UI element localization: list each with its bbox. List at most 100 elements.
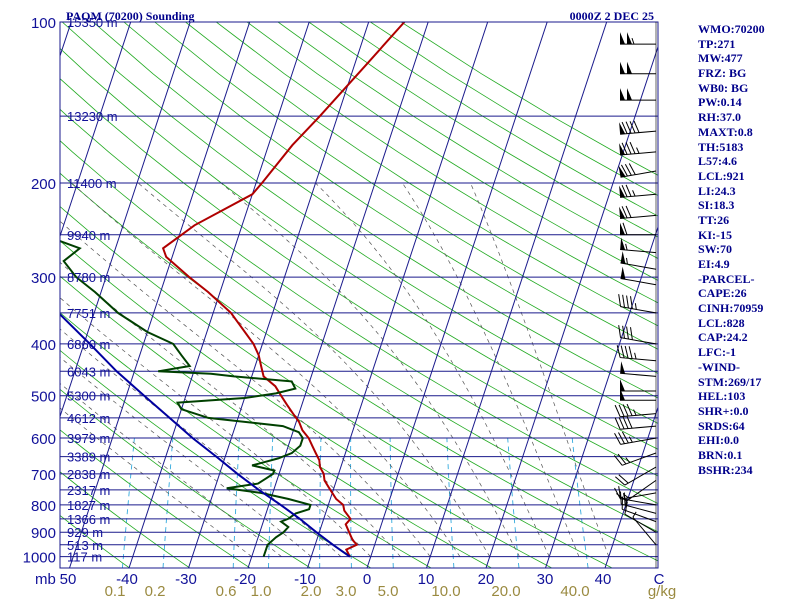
- barb-flag: [626, 416, 633, 429]
- temperature-tick-label: -30: [175, 571, 197, 588]
- barb-flag: [624, 501, 628, 515]
- profile-lines: [60, 22, 406, 558]
- barb-flag: [617, 453, 627, 465]
- wind-barb: [620, 32, 656, 45]
- barb-flag: [626, 326, 629, 340]
- mixing-ratio-label: 40.0: [560, 583, 589, 600]
- dewpoint-line: [60, 240, 312, 558]
- mixing-ratio-label: 1.0: [251, 583, 272, 600]
- dry-adiabat-line: [60, 471, 191, 568]
- index-item: BRN:0.1: [698, 447, 743, 462]
- barb-flag: [633, 120, 640, 133]
- barb-staff: [620, 248, 657, 254]
- index-item: STM:269/17: [698, 374, 762, 389]
- barb-staff: [620, 262, 657, 270]
- temperature-tick-label: 30: [537, 571, 554, 588]
- barb-pennant: [627, 61, 632, 74]
- isobars: [60, 21, 658, 558]
- isotherm-line: [60, 22, 191, 419]
- isotherm-line: [545, 225, 658, 568]
- index-item: -PARCEL-: [698, 271, 755, 286]
- barb-half-flag: [632, 511, 637, 518]
- height-label: 5300 m: [67, 389, 110, 404]
- barb-flag: [624, 345, 629, 359]
- wind-barb: [616, 345, 657, 362]
- dry-adiabat-line: [246, 22, 658, 281]
- isotherm-line: [60, 22, 132, 238]
- barb-pennant: [619, 185, 626, 198]
- barb-flag: [625, 121, 632, 134]
- height-label: 6860 m: [67, 337, 110, 352]
- barb-flag: [630, 327, 633, 340]
- moist-adiabat-line: [402, 182, 580, 557]
- wind-barb: [620, 388, 656, 401]
- isotherm-line: [69, 22, 251, 568]
- mixing-ratio-label: 0.1: [105, 583, 126, 600]
- temperature-tick-label: 0: [363, 571, 371, 588]
- mixing-ratio-label: 0.2: [145, 583, 166, 600]
- barb-half-flag: [634, 352, 637, 360]
- index-item: WMO:70200: [698, 22, 765, 36]
- pressure-tick-label: 900: [31, 525, 56, 542]
- barb-flag: [622, 325, 625, 339]
- index-item: LI:24.3: [698, 183, 736, 198]
- height-label: 513 m: [67, 538, 103, 553]
- dry-adiabat-line: [60, 78, 658, 477]
- barb-staff: [620, 372, 657, 377]
- mixing-ratio-lines: [121, 438, 589, 568]
- barb-half-flag: [631, 37, 635, 45]
- barb-flag: [622, 404, 629, 417]
- barb-flag: [624, 163, 632, 176]
- barb-pennant: [627, 88, 632, 101]
- isotherm-line: [60, 22, 72, 58]
- index-item: PW:0.14: [698, 95, 742, 110]
- mixing-ratio-line: [121, 438, 135, 568]
- moist-adiabat-line: [71, 182, 461, 557]
- temperature-tick-label: -20: [234, 571, 256, 588]
- barb-half-flag: [625, 457, 631, 463]
- wind-barb: [618, 294, 657, 314]
- pressure-tick-label: 600: [31, 431, 56, 448]
- barb-flag: [630, 296, 633, 309]
- height-label: 1827 m: [67, 498, 110, 513]
- barb-pennant: [620, 379, 625, 391]
- barb-flag: [621, 121, 628, 134]
- temperature-tick-label: 20: [478, 571, 495, 588]
- index-item: HEL:103: [698, 389, 746, 404]
- mixing-ratio-line: [319, 438, 322, 568]
- barb-pennant: [620, 61, 625, 74]
- barb-staff: [620, 425, 657, 430]
- barb-pennant: [620, 251, 626, 264]
- barb-half-flag: [632, 190, 636, 197]
- barb-flag: [618, 432, 625, 444]
- wind-barb: [619, 205, 657, 220]
- wind-barb: [620, 88, 656, 101]
- barb-flag: [614, 487, 621, 500]
- height-label: 9940 m: [67, 228, 110, 243]
- barb-flag: [625, 205, 632, 218]
- barb-flag: [618, 294, 622, 307]
- index-item: SRDS:64: [698, 418, 745, 433]
- barb-staff: [620, 214, 657, 220]
- barb-half-flag: [626, 257, 628, 265]
- height-label: 13230 m: [67, 109, 118, 124]
- barb-staff: [620, 413, 657, 418]
- barb-flag: [613, 455, 623, 466]
- mixing-ratio-label: 5.0: [378, 583, 399, 600]
- index-item: SW:70: [698, 242, 733, 257]
- dry-adiabats: [60, 22, 658, 568]
- barb-flag: [618, 486, 622, 499]
- barb-staff: [632, 516, 657, 546]
- height-label: 2317 m: [67, 483, 110, 498]
- dry-adiabat-line: [60, 349, 372, 568]
- height-label: 3979 m: [67, 431, 110, 446]
- temperature-tick-label: 10: [418, 571, 435, 588]
- wind-barb: [620, 379, 656, 392]
- dry-adiabat-line: [185, 22, 658, 327]
- barb-half-flag: [628, 436, 633, 443]
- index-item: LCL:921: [698, 168, 745, 183]
- barb-flag: [621, 206, 628, 219]
- barb-flag: [620, 164, 628, 177]
- index-item: MW:477: [698, 51, 743, 66]
